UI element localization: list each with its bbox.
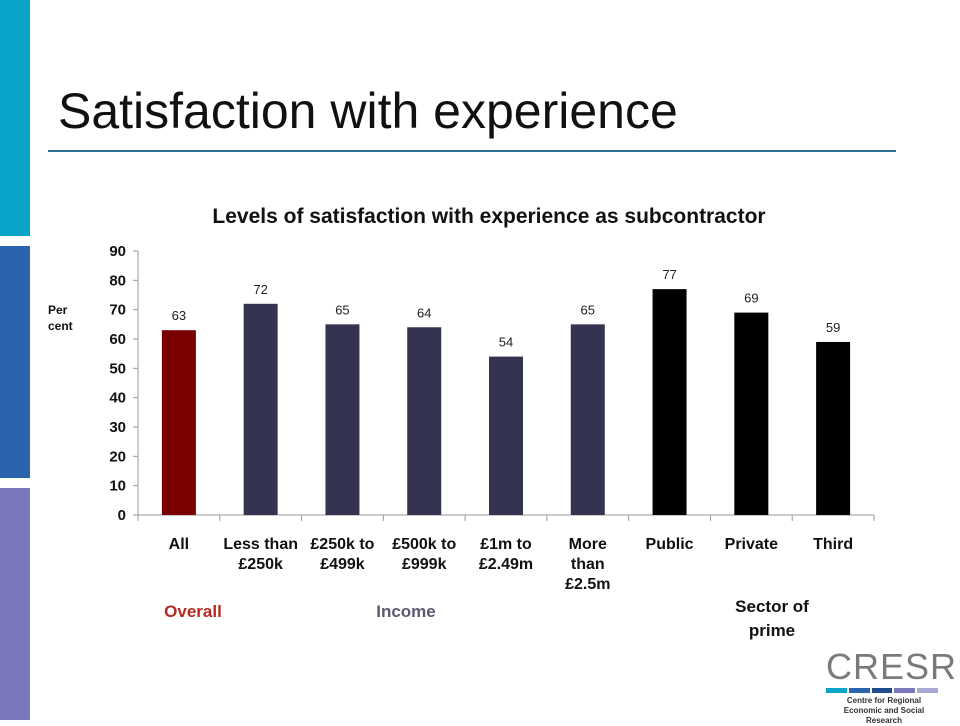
data-label: 72 bbox=[253, 282, 267, 297]
data-label: 64 bbox=[417, 305, 431, 320]
bar bbox=[161, 330, 196, 515]
category-label: than bbox=[571, 556, 605, 573]
data-label: 59 bbox=[826, 320, 840, 335]
category-label: Third bbox=[813, 536, 853, 553]
cresr-logo: CRESR Centre for Regional Economic and S… bbox=[818, 646, 956, 725]
data-label: 65 bbox=[335, 302, 349, 317]
y-tick-label: 30 bbox=[109, 419, 126, 436]
bar bbox=[407, 327, 442, 515]
logo-subtitle: Centre for Regional Economic and Social … bbox=[843, 696, 925, 725]
data-label: 65 bbox=[581, 302, 595, 317]
y-tick-label: 60 bbox=[109, 331, 126, 348]
category-label: More bbox=[569, 536, 607, 553]
decor-stripe-cyan bbox=[0, 0, 30, 236]
group-label-income: Income bbox=[376, 602, 436, 621]
y-axis-label: Per cent bbox=[48, 303, 73, 333]
category-label: £250k to bbox=[310, 536, 374, 553]
data-label: 77 bbox=[662, 267, 676, 282]
bar bbox=[816, 341, 851, 515]
bar bbox=[652, 289, 687, 515]
category-label: £499k bbox=[320, 556, 365, 573]
category-label: £1m to bbox=[480, 536, 532, 553]
decor-stripe-blue bbox=[0, 246, 30, 478]
y-tick-label: 70 bbox=[109, 302, 126, 319]
category-label: £2.5m bbox=[565, 576, 610, 593]
category-label: Private bbox=[725, 536, 778, 553]
group-label-overall: Overall bbox=[164, 602, 222, 621]
category-label: Less than bbox=[223, 536, 298, 553]
category-label: £250k bbox=[238, 556, 283, 573]
category-label: All bbox=[169, 536, 189, 553]
bar bbox=[325, 324, 360, 515]
slide-title: Satisfaction with experience bbox=[58, 83, 678, 139]
data-label: 69 bbox=[744, 291, 758, 306]
group-label-sector: Sector of prime bbox=[735, 597, 809, 640]
y-tick-label: 40 bbox=[109, 390, 126, 407]
logo-bar bbox=[917, 688, 938, 693]
logo-bar bbox=[848, 688, 870, 693]
bar bbox=[489, 356, 523, 515]
logo-color-bars bbox=[826, 688, 938, 693]
y-tick-label: 10 bbox=[109, 478, 126, 495]
logo-bar bbox=[826, 688, 847, 693]
y-tick-label: 20 bbox=[109, 448, 126, 465]
title-divider bbox=[48, 150, 896, 152]
y-tick-label: 50 bbox=[109, 360, 126, 377]
bar bbox=[734, 312, 769, 515]
logo-wordmark: CRESR bbox=[826, 646, 958, 687]
logo-bar bbox=[894, 688, 916, 693]
category-label: Public bbox=[646, 536, 694, 553]
bar bbox=[570, 324, 605, 515]
y-tick-label: 90 bbox=[109, 243, 126, 260]
data-label: 54 bbox=[499, 335, 513, 350]
data-label: 63 bbox=[172, 308, 186, 323]
decor-stripe-purple bbox=[0, 488, 30, 720]
y-tick-label: 80 bbox=[109, 272, 126, 289]
bar bbox=[243, 303, 278, 515]
y-tick-label: 0 bbox=[118, 507, 126, 524]
category-label: £999k bbox=[402, 556, 447, 573]
category-label: £500k to bbox=[392, 536, 456, 553]
category-label: £2.49m bbox=[479, 556, 533, 573]
logo-bar bbox=[871, 688, 893, 693]
chart-title: Levels of satisfaction with experience a… bbox=[212, 205, 766, 228]
